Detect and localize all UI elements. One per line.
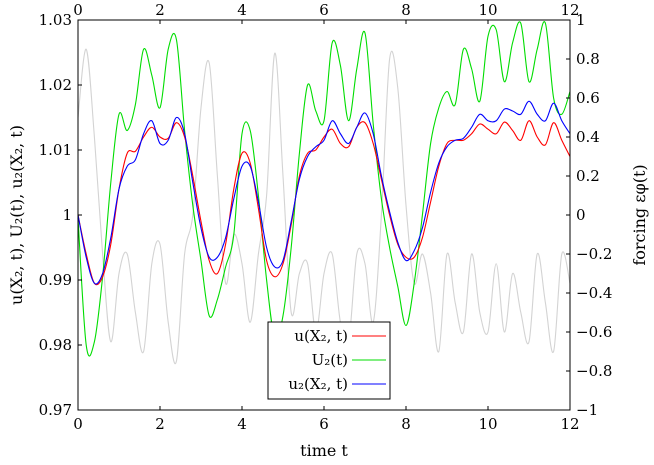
y-tick-label: 1.01: [39, 141, 72, 159]
x-top-tick-label: 2: [155, 1, 165, 19]
y-tick-label: 0.98: [39, 336, 72, 354]
y-right-tick-label: 0.4: [576, 128, 600, 146]
y-right-tick-label: −0.4: [576, 284, 612, 302]
y-axis-label: u(X₂, t), U₂(t), u₂(X₂, t): [7, 125, 26, 305]
series-forcing-line: [77, 48, 571, 365]
x-tick-label: 0: [73, 415, 83, 433]
y-right-tick-label: 1: [576, 11, 586, 29]
x-top-tick-label: 4: [237, 1, 247, 19]
y-right-tick-label: −0.2: [576, 245, 612, 263]
x-tick-label: 6: [319, 415, 329, 433]
x-axis-label: time t: [300, 441, 348, 460]
x-tick-label: 10: [478, 415, 497, 433]
legend: u(X₂, t) U₂(t) u₂(X₂, t): [267, 321, 391, 400]
y-tick-label: 1.02: [39, 76, 72, 94]
x-top-tick-label: 8: [401, 1, 411, 19]
y-right-tick-label: −0.8: [576, 362, 612, 380]
y-axis-right-label: forcing εφ(t): [630, 164, 649, 265]
series-u-line: [77, 120, 571, 286]
series-u2-line: [77, 100, 571, 285]
y-right-tick-label: −0.6: [576, 323, 612, 341]
y-right-tick-label: 0.2: [576, 167, 600, 185]
y-tick-label: 1.03: [39, 11, 72, 29]
y-right-tick-label: 0.8: [576, 50, 600, 68]
x-top-tick-label: 6: [319, 1, 329, 19]
y-tick-label: 1: [62, 206, 72, 224]
y-right-tick-label: −1: [576, 401, 598, 419]
x-tick-label: 2: [155, 415, 165, 433]
x-top-tick-label: 10: [478, 1, 497, 19]
legend-label-U2: U₂(t): [312, 351, 348, 369]
y-tick-label: 0.99: [39, 271, 72, 289]
x-top-tick-label: 0: [73, 1, 83, 19]
series-layer: [77, 21, 571, 365]
series-U2-line: [77, 21, 571, 357]
legend-label-u2: u₂(X₂, t): [288, 375, 348, 393]
x-tick-label: 12: [560, 415, 579, 433]
x-top-tick-label: 12: [560, 1, 579, 19]
y-right-tick-label: 0.6: [576, 89, 600, 107]
legend-label-u: u(X₂, t): [294, 327, 348, 345]
x-tick-label: 4: [237, 415, 247, 433]
y-tick-label: 0.97: [39, 401, 72, 419]
x-tick-label: 8: [401, 415, 411, 433]
ticks-layer: 0 2 4 6 8 10 120 2 4 6 8 10 120.970.980.9911.011.021…: [39, 1, 613, 433]
y-right-tick-label: 0: [576, 206, 586, 224]
